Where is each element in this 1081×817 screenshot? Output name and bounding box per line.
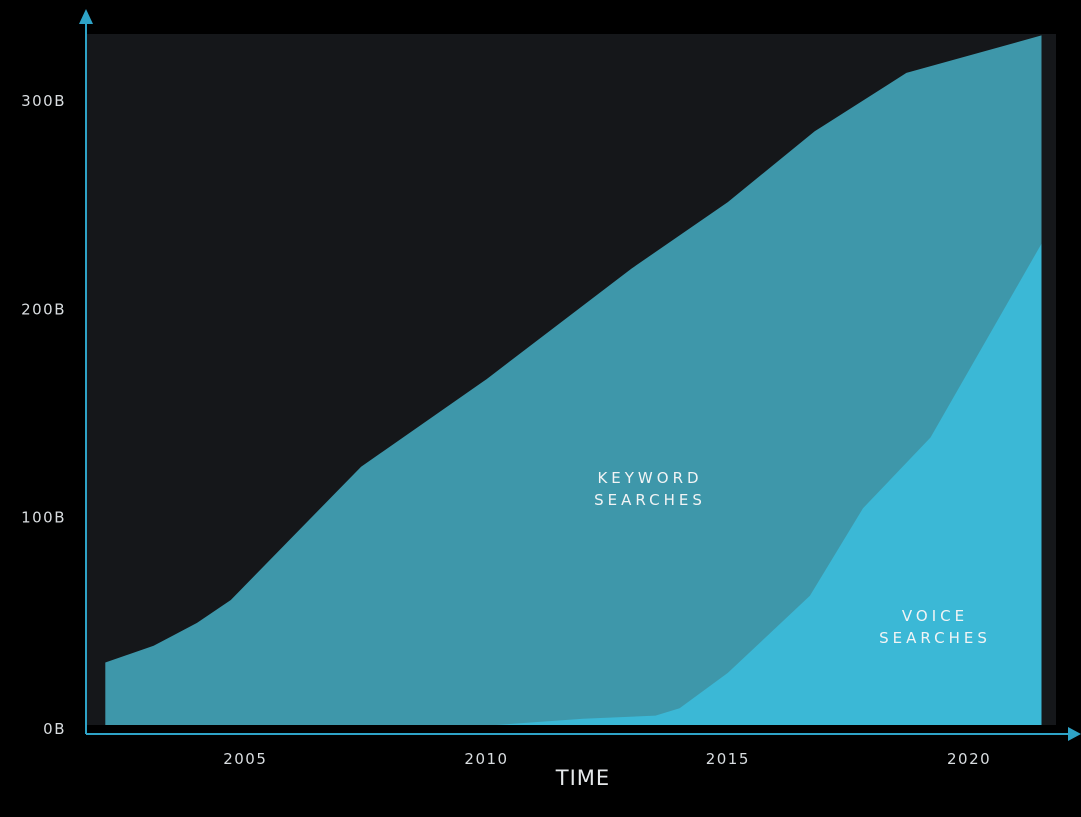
y-tick-label: 300B bbox=[21, 92, 66, 110]
y-tick-label: 100B bbox=[21, 509, 66, 527]
y-axis-arrow-icon bbox=[79, 9, 93, 24]
x-tick-label: 2005 bbox=[223, 750, 267, 768]
keyword-label-line2: SEARCHES bbox=[594, 491, 706, 509]
voice-label-line2: SEARCHES bbox=[879, 629, 991, 647]
x-tick-label: 2015 bbox=[706, 750, 750, 768]
x-tick-labels: 2005 2010 2015 2020 bbox=[223, 750, 991, 768]
x-tick-label: 2010 bbox=[464, 750, 508, 768]
y-tick-label: 200B bbox=[21, 300, 66, 318]
keyword-searches-area bbox=[105, 35, 1042, 725]
voice-searches-area bbox=[496, 243, 1042, 725]
voice-label-line1: VOICE bbox=[902, 607, 968, 625]
x-axis-title: TIME bbox=[555, 766, 610, 790]
x-axis-arrow-icon bbox=[1068, 727, 1081, 741]
y-tick-label: 0B bbox=[43, 720, 66, 738]
x-tick-label: 2020 bbox=[947, 750, 991, 768]
y-tick-labels: 0B 100B 200B 300B bbox=[21, 92, 66, 738]
keyword-label-line1: KEYWORD bbox=[597, 469, 702, 487]
